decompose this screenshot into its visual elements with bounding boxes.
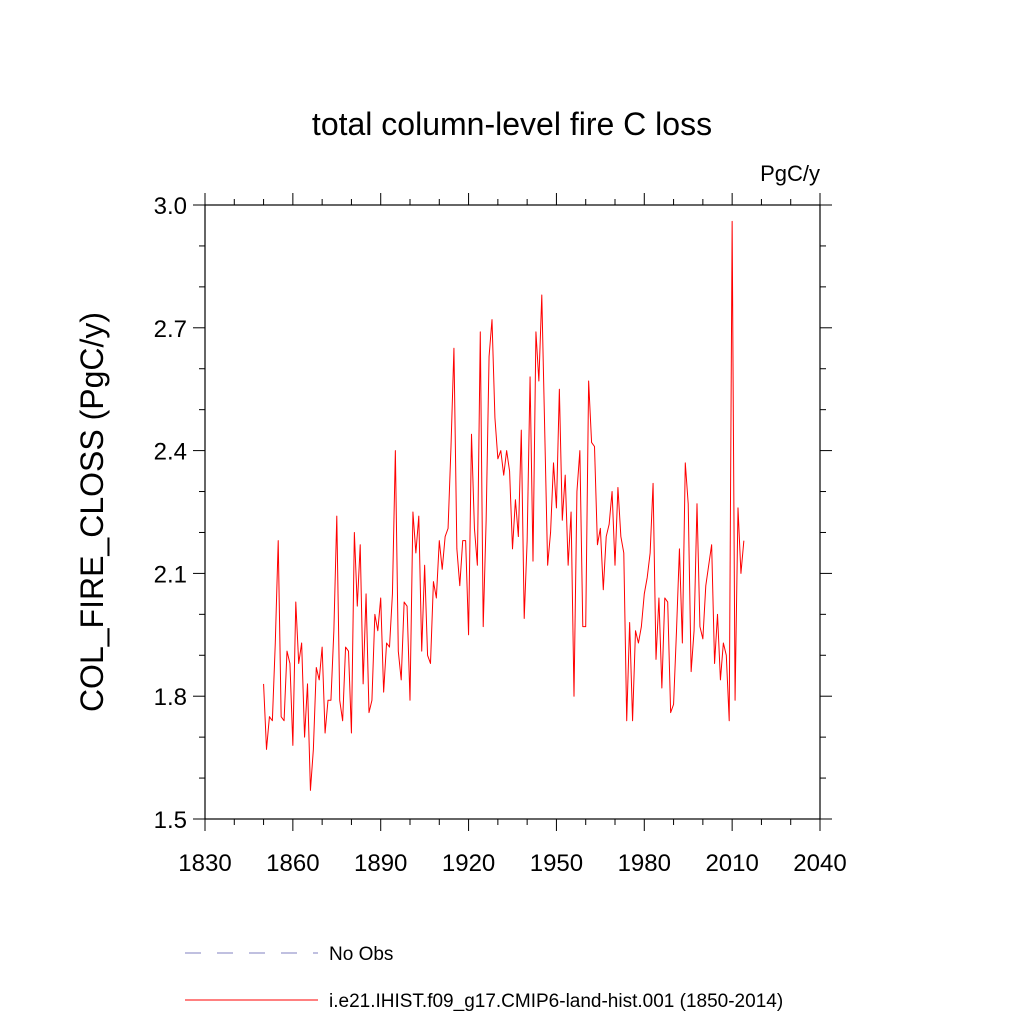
y-tick-label: 1.5 bbox=[154, 807, 187, 834]
y-tick-label: 2.7 bbox=[154, 316, 187, 343]
x-tick-label: 1890 bbox=[354, 850, 407, 877]
series-line-1 bbox=[263, 220, 745, 791]
units-label: PgC/y bbox=[760, 161, 820, 186]
y-tick-label: 2.1 bbox=[154, 561, 187, 588]
y-tick-label: 2.4 bbox=[154, 439, 187, 466]
y-tick-label: 3.0 bbox=[154, 193, 187, 220]
x-tick-label: 2010 bbox=[705, 850, 758, 877]
series-layer bbox=[263, 220, 745, 791]
x-tick-label: 2040 bbox=[793, 850, 846, 877]
chart-title: total column-level fire C loss bbox=[312, 106, 712, 142]
y-tick-label: 1.8 bbox=[154, 684, 187, 711]
x-tick-label: 1980 bbox=[618, 850, 671, 877]
plot-frame bbox=[204, 204, 821, 820]
x-tick-label: 1920 bbox=[442, 850, 495, 877]
axis-ticks bbox=[193, 193, 832, 831]
axis-tick-labels: 1830 1860 1890 1920 1950 1980 2010 2040 1.5 1.8 2.… bbox=[154, 193, 847, 877]
x-tick-label: 1950 bbox=[530, 850, 583, 877]
legend-label-no-obs: No Obs bbox=[329, 944, 393, 965]
legend-label-model: i.e21.IHIST.f09_g17.CMIP6-land-hist.001 … bbox=[329, 991, 783, 1012]
y-axis-label: COL_FIRE_CLOSS (PgC/y) bbox=[74, 312, 110, 712]
legend: No Obs i.e21.IHIST.f09_g17.CMIP6-land-hi… bbox=[185, 944, 783, 1012]
x-tick-label: 1860 bbox=[266, 850, 319, 877]
x-tick-label: 1830 bbox=[178, 850, 231, 877]
